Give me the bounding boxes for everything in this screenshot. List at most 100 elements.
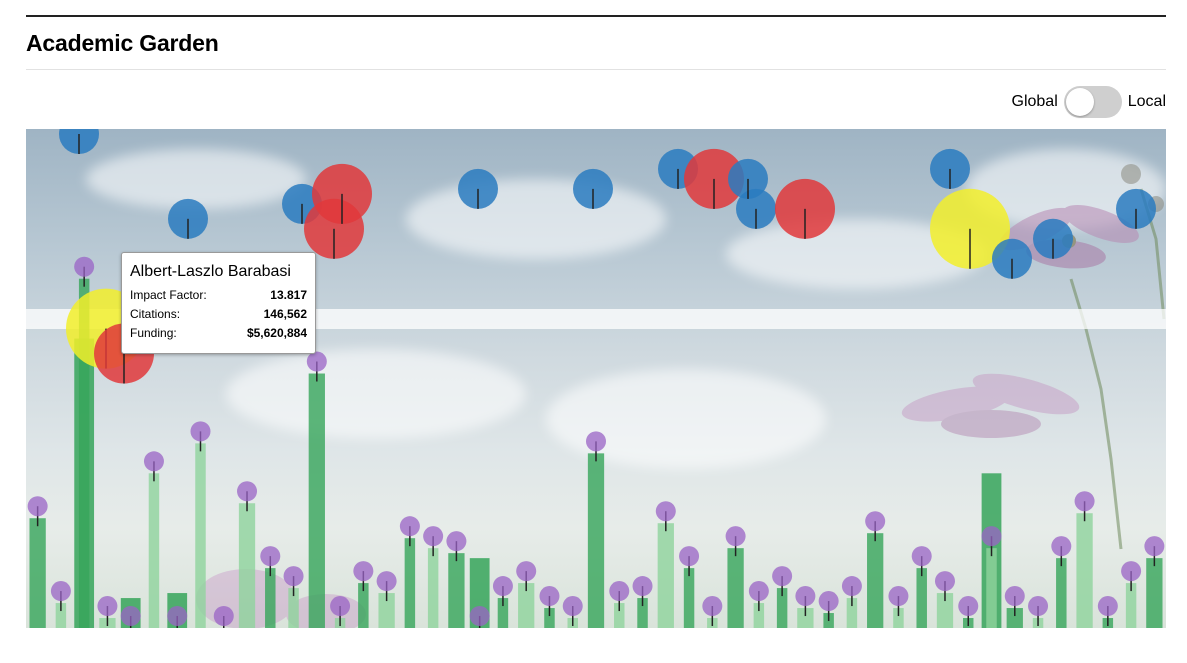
- flower-head: [930, 188, 1010, 269]
- flower-bulb: [120, 606, 141, 626]
- toggle-left-label: Global: [1011, 93, 1058, 110]
- flower-bulb: [167, 606, 188, 626]
- stem-bar: [497, 598, 509, 628]
- flower-bulb: [655, 501, 676, 522]
- tooltip-row: Funding: $5,620,884: [130, 324, 307, 343]
- flower-bulb: [1028, 596, 1049, 617]
- stem-bar: [893, 608, 904, 628]
- cloud: [226, 349, 526, 439]
- switch-knob[interactable]: [1065, 88, 1094, 116]
- flower-bulb: [50, 581, 71, 602]
- flower-bulb: [330, 596, 351, 617]
- stem-bar: [657, 523, 674, 628]
- stem-bar: [29, 518, 46, 628]
- stem-bar: [776, 588, 788, 628]
- cloud: [546, 369, 826, 469]
- cloud: [406, 179, 666, 259]
- stem-bar: [846, 598, 858, 628]
- page-title: Academic Garden: [26, 30, 219, 56]
- flower-head: [728, 158, 768, 199]
- flower-bulb: [376, 571, 397, 592]
- stem-bar: [195, 443, 206, 628]
- flower-bulb: [841, 576, 862, 597]
- flower-head: [992, 238, 1032, 279]
- tooltip-label: Impact Factor:: [130, 288, 207, 302]
- tooltip-value: 146,562: [263, 307, 307, 321]
- tooltip-row: Impact Factor: 13.817: [130, 286, 307, 305]
- tooltip-row: Citations: 146,562: [130, 305, 307, 324]
- flower-head: [312, 163, 372, 224]
- cloud: [86, 149, 306, 209]
- flower-bulb: [586, 431, 606, 452]
- flower-bulb: [306, 351, 327, 372]
- stem-bar: [238, 503, 256, 628]
- flower-bulb: [911, 546, 932, 567]
- tooltip: Albert-Laszlo Barabasi Impact Factor: 13…: [121, 252, 316, 354]
- flower-bulb: [237, 481, 258, 502]
- stem-bar: [1146, 558, 1163, 628]
- flower-bulb: [399, 516, 420, 537]
- stem-bar: [288, 588, 299, 628]
- tooltip-value: 13.817: [270, 288, 307, 302]
- flower-bulb: [469, 606, 490, 626]
- stem-bar: [404, 538, 416, 628]
- flower-bulb: [934, 571, 955, 592]
- stem-bar: [986, 548, 997, 628]
- stem-bar: [936, 593, 954, 628]
- flower-bulb: [679, 546, 700, 567]
- title-divider: [26, 69, 1166, 70]
- flower-bulb: [27, 496, 48, 517]
- tooltip-name: Albert-Laszlo Barabasi: [130, 263, 291, 280]
- scale-toggle: Global Local: [1011, 86, 1166, 118]
- stem-bar: [544, 608, 555, 628]
- stem-bar: [867, 533, 884, 628]
- stem-bar: [1125, 583, 1137, 628]
- stem-bar: [78, 278, 90, 628]
- flower-bulb: [702, 596, 723, 617]
- stem-bar: [448, 553, 465, 628]
- flower-bulb: [958, 596, 979, 617]
- flower-head: [684, 148, 744, 209]
- flower-bulb: [492, 576, 513, 597]
- flower-bulb: [74, 256, 95, 277]
- stem-bar: [148, 473, 160, 628]
- flower-bulb: [283, 566, 304, 587]
- flower-bulb: [1051, 536, 1072, 557]
- stem-bar: [587, 453, 605, 628]
- stem-bar: [308, 373, 325, 628]
- flower-bulb: [97, 596, 118, 617]
- stem-bar: [797, 608, 814, 628]
- flower-bulb: [795, 586, 816, 607]
- flower-bulb: [888, 586, 909, 607]
- global-local-switch[interactable]: [1063, 86, 1122, 118]
- flower-bulb: [1144, 536, 1165, 557]
- flower-bulb: [772, 566, 793, 587]
- stem-bar: [614, 603, 625, 628]
- stem-bar: [378, 593, 395, 628]
- flower-bulb: [981, 526, 1002, 547]
- flower-bulb: [190, 421, 211, 442]
- flower-bulb: [353, 561, 374, 582]
- flower-bulb: [562, 596, 583, 617]
- garden-chart: [26, 129, 1166, 628]
- stem-bar: [518, 583, 535, 628]
- flower-bulb: [516, 561, 537, 582]
- flower-bulb: [748, 581, 769, 602]
- top-rule: [26, 15, 1166, 17]
- tooltip-value: $5,620,884: [246, 326, 307, 340]
- stem-bar: [1006, 608, 1023, 628]
- stem-bar: [427, 548, 439, 628]
- flower-bulb: [725, 526, 746, 547]
- flower-bulb: [865, 511, 886, 532]
- stem-bar: [683, 568, 695, 628]
- flower-bulb: [446, 531, 467, 552]
- stem-bar: [358, 583, 369, 628]
- flower-bulb: [260, 546, 281, 567]
- stem-bar: [753, 603, 765, 628]
- flower-bulb: [609, 581, 630, 602]
- stem-bar: [916, 568, 927, 628]
- flower-bulb: [1097, 596, 1118, 617]
- plot-area: [27, 129, 1165, 628]
- stem-bar: [1056, 558, 1067, 628]
- flower-bulb: [143, 451, 164, 472]
